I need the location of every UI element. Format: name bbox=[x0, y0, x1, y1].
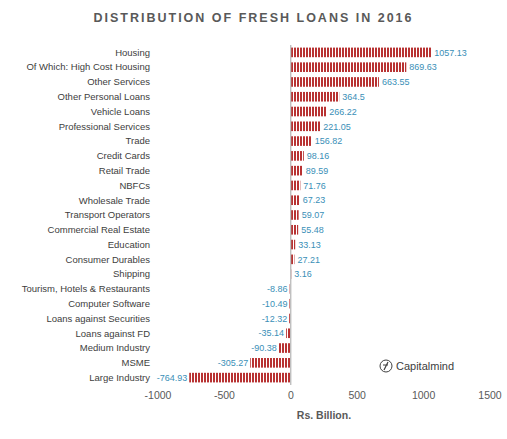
tick-label: 1000 bbox=[412, 389, 436, 401]
data-label: 1057.13 bbox=[434, 48, 467, 58]
category-label: Trade bbox=[126, 135, 150, 146]
category-label: Commercial Real Estate bbox=[48, 224, 150, 235]
data-label: 156.82 bbox=[315, 136, 343, 146]
data-label: 364.5 bbox=[342, 92, 365, 102]
data-label: -10.49 bbox=[262, 299, 288, 309]
category-label: Professional Services bbox=[59, 121, 151, 132]
bar bbox=[291, 210, 299, 220]
category-label: Transport Operators bbox=[65, 209, 150, 220]
category-label: Housing bbox=[115, 47, 150, 58]
title: DISTRIBUTION OF FRESH LOANS IN 2016 bbox=[93, 11, 413, 25]
bars bbox=[189, 48, 431, 383]
bar bbox=[189, 373, 291, 383]
watermark-text: Capitalmind bbox=[396, 360, 454, 372]
category-label: Retail Trade bbox=[99, 165, 150, 176]
data-label: 221.05 bbox=[323, 122, 351, 132]
logo-circle bbox=[380, 360, 392, 372]
category-label: Of Which: High Cost Housing bbox=[26, 61, 150, 72]
data-label: -12.32 bbox=[262, 314, 288, 324]
data-label: -764.93 bbox=[157, 373, 188, 383]
tick-label: -1000 bbox=[145, 389, 172, 401]
data-label: 33.13 bbox=[298, 240, 321, 250]
category-label: Computer Software bbox=[68, 298, 150, 309]
category-label: Other Services bbox=[87, 76, 150, 87]
category-label: Shipping bbox=[113, 268, 150, 279]
data-label: 27.21 bbox=[297, 255, 320, 265]
category-label: NBFCs bbox=[119, 180, 150, 191]
data-label: 59.07 bbox=[302, 210, 325, 220]
bar bbox=[291, 240, 295, 250]
category-label: Wholesale Trade bbox=[79, 195, 150, 206]
bar bbox=[291, 181, 301, 191]
bar bbox=[291, 107, 326, 117]
bar bbox=[291, 166, 303, 176]
tick-label: 1500 bbox=[478, 389, 502, 401]
bar bbox=[250, 358, 291, 368]
data-label: 869.63 bbox=[409, 62, 437, 72]
data-label: 98.16 bbox=[307, 151, 330, 161]
tick-label: -500 bbox=[214, 389, 235, 401]
zero-axis bbox=[290, 45, 291, 385]
bar bbox=[279, 343, 291, 353]
bar bbox=[291, 48, 431, 58]
bar bbox=[291, 77, 379, 87]
bar bbox=[291, 92, 339, 102]
bar bbox=[291, 195, 300, 205]
tick-label: 500 bbox=[348, 389, 366, 401]
data-label: 55.48 bbox=[301, 225, 324, 235]
page: {"chart_data": {"type": "bar", "orientat… bbox=[0, 0, 507, 439]
category-label: MSME bbox=[122, 357, 151, 368]
data-label: 71.76 bbox=[303, 181, 326, 191]
category-label: Medium Industry bbox=[80, 342, 150, 353]
data-label: 67.23 bbox=[303, 195, 326, 205]
bar bbox=[291, 151, 304, 161]
tick-label: 0 bbox=[288, 389, 294, 401]
data-label: -8.86 bbox=[267, 284, 288, 294]
data-label: -35.14 bbox=[259, 328, 285, 338]
category-label: Loans against FD bbox=[76, 328, 151, 339]
data-label: 3.16 bbox=[294, 269, 312, 279]
category-label: Credit Cards bbox=[97, 150, 151, 161]
category-label: Other Personal Loans bbox=[58, 91, 151, 102]
bar bbox=[291, 122, 320, 132]
data-label: -305.27 bbox=[218, 358, 249, 368]
chart: DISTRIBUTION OF FRESH LOANS IN 2016 Housi… bbox=[0, 0, 507, 439]
category-label: Education bbox=[108, 239, 150, 250]
axis-label: Rs. Billion. bbox=[297, 409, 351, 421]
bar bbox=[291, 62, 406, 72]
category-label: Large Industry bbox=[89, 372, 150, 383]
category-label: Vehicle Loans bbox=[91, 106, 150, 117]
bar bbox=[291, 136, 312, 146]
bar bbox=[291, 255, 295, 265]
data-label: 266.22 bbox=[329, 107, 357, 117]
category-label: Loans against Securities bbox=[46, 313, 150, 324]
data-label: -90.38 bbox=[251, 343, 277, 353]
category-label: Tourism, Hotels & Restaurants bbox=[22, 283, 151, 294]
data-label: 663.55 bbox=[382, 77, 410, 87]
data-label: 89.59 bbox=[306, 166, 329, 176]
bar bbox=[291, 225, 298, 235]
watermark: Capitalmind bbox=[380, 360, 454, 372]
logo-mark bbox=[383, 362, 388, 370]
bar bbox=[286, 328, 291, 338]
category-label: Consumer Durables bbox=[66, 254, 151, 265]
